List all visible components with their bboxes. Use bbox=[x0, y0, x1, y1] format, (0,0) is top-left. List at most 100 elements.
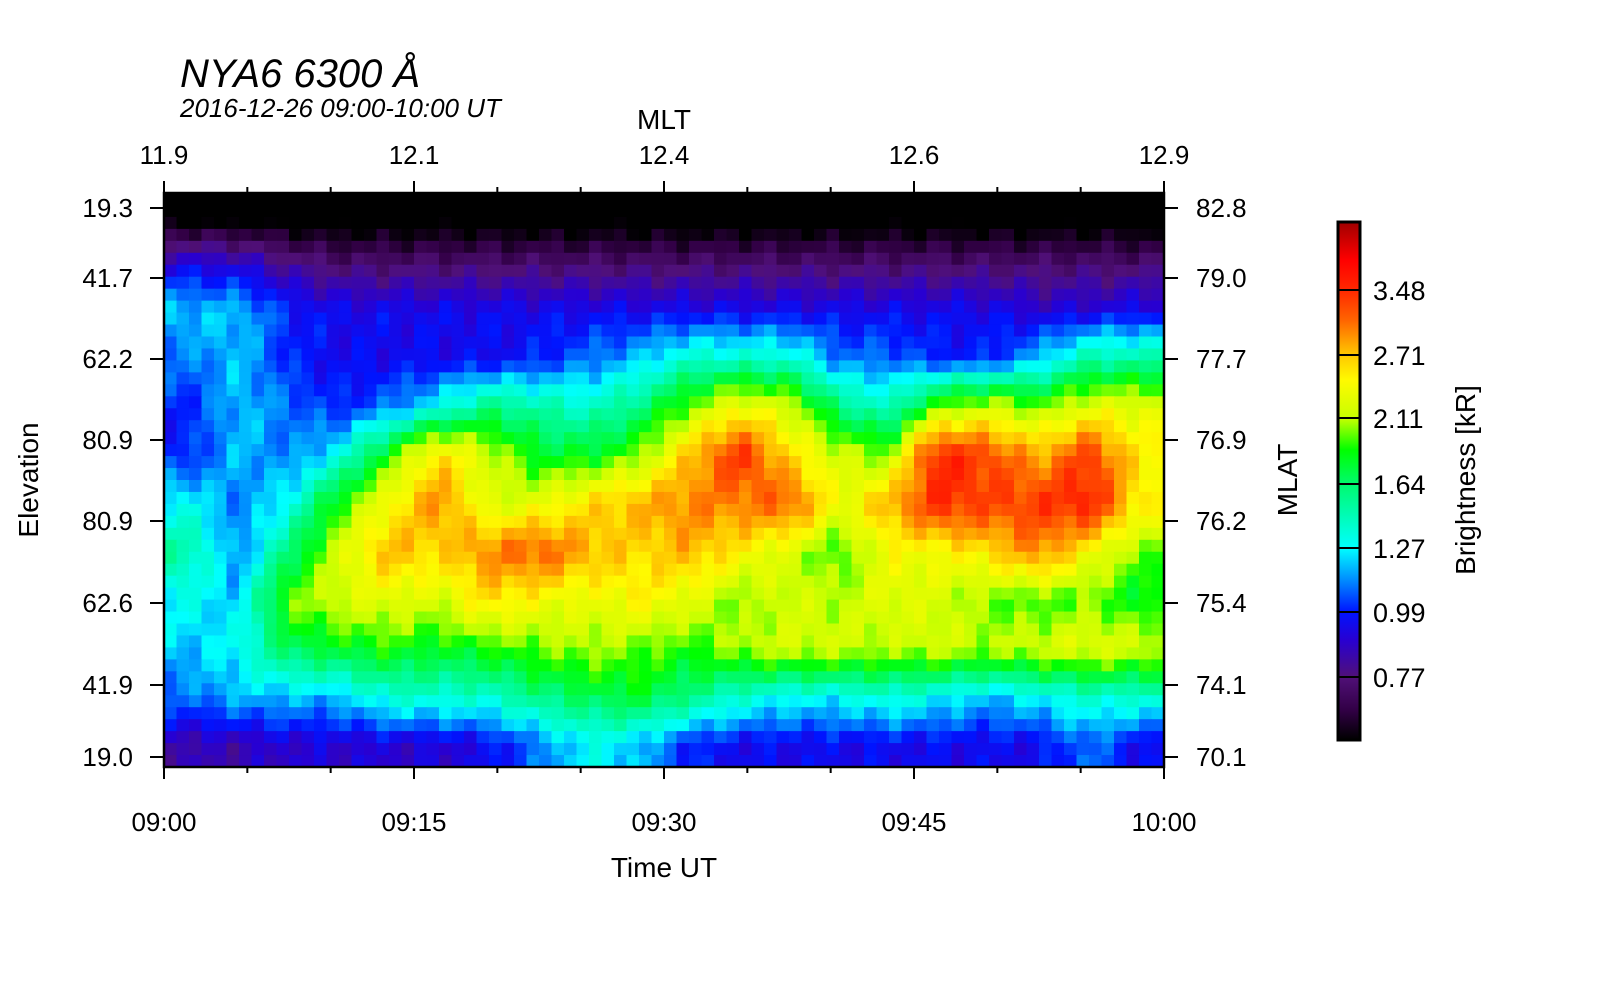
heatmap-cell bbox=[451, 587, 465, 601]
heatmap-cell bbox=[1014, 240, 1028, 254]
heatmap-cell bbox=[289, 671, 303, 684]
heatmap-cell bbox=[1051, 683, 1065, 696]
heatmap-cell bbox=[1014, 635, 1028, 649]
heatmap-cell bbox=[1139, 312, 1153, 326]
heatmap-cell bbox=[1051, 695, 1065, 708]
heatmap-cell bbox=[864, 575, 878, 589]
heatmap-cell bbox=[489, 420, 503, 433]
heatmap-cell bbox=[814, 408, 828, 421]
heatmap-cell bbox=[851, 396, 865, 409]
heatmap-cell bbox=[426, 647, 440, 660]
heatmap-cell bbox=[401, 611, 415, 625]
heatmap-cell bbox=[401, 276, 415, 290]
heatmap-cell bbox=[389, 384, 403, 397]
heatmap-cell bbox=[601, 611, 615, 625]
heatmap-cell bbox=[401, 587, 415, 601]
heatmap-cell bbox=[289, 503, 303, 517]
heatmap-cell bbox=[739, 563, 753, 577]
heatmap-cell bbox=[301, 276, 315, 290]
heatmap-cell bbox=[814, 193, 828, 206]
heatmap-cell bbox=[914, 575, 928, 589]
heatmap-cell bbox=[1026, 755, 1040, 768]
heatmap-cell bbox=[439, 623, 453, 637]
heatmap-cell bbox=[364, 659, 378, 672]
heatmap-cell bbox=[1114, 193, 1128, 206]
heatmap-cell bbox=[1039, 444, 1053, 457]
heatmap-cell bbox=[864, 288, 878, 302]
heatmap-cell bbox=[339, 671, 353, 684]
heatmap-cell bbox=[476, 348, 490, 362]
heatmap-cell bbox=[1139, 432, 1153, 445]
heatmap-cell bbox=[301, 623, 315, 637]
heatmap-cell bbox=[851, 312, 865, 326]
heatmap-cell bbox=[914, 216, 928, 230]
heatmap-cell bbox=[601, 635, 615, 649]
heatmap-cell bbox=[814, 731, 828, 744]
heatmap-cell bbox=[789, 456, 803, 469]
heatmap-cell bbox=[676, 288, 690, 302]
heatmap-cell bbox=[801, 575, 815, 589]
heatmap-cell bbox=[989, 276, 1003, 290]
heatmap-cell bbox=[189, 623, 203, 637]
heatmap-cell bbox=[1026, 503, 1040, 517]
heatmap-cell bbox=[276, 324, 290, 338]
heatmap-cell bbox=[189, 264, 203, 278]
heatmap-cell bbox=[939, 193, 953, 206]
heatmap-cell bbox=[639, 432, 653, 445]
heatmap-cell bbox=[464, 336, 478, 350]
heatmap-cell bbox=[339, 300, 353, 314]
heatmap-cell bbox=[1026, 384, 1040, 397]
heatmap-cell bbox=[901, 312, 915, 326]
heatmap-cell bbox=[626, 480, 640, 493]
heatmap-cell bbox=[1139, 647, 1153, 660]
heatmap-cell bbox=[851, 480, 865, 493]
heatmap-cell bbox=[601, 312, 615, 326]
heatmap-cell bbox=[214, 216, 228, 230]
heatmap-cell bbox=[501, 396, 515, 409]
heatmap-cell bbox=[976, 491, 990, 505]
heatmap-cell bbox=[901, 372, 915, 385]
heatmap-cell bbox=[1076, 491, 1090, 505]
heatmap-cell bbox=[189, 193, 203, 206]
heatmap-cell bbox=[226, 539, 240, 553]
heatmap-cell bbox=[164, 384, 178, 397]
heatmap-cell bbox=[976, 444, 990, 457]
heatmap-cell bbox=[701, 611, 715, 625]
heatmap-cell bbox=[501, 527, 515, 541]
heatmap-cell bbox=[789, 695, 803, 708]
heatmap-cell bbox=[1076, 372, 1090, 385]
heatmap-cell bbox=[839, 515, 853, 529]
heatmap-cell bbox=[1139, 372, 1153, 385]
heatmap-cell bbox=[351, 468, 365, 481]
heatmap-cell bbox=[701, 755, 715, 768]
heatmap-cell bbox=[764, 216, 778, 230]
heatmap-cell bbox=[476, 611, 490, 625]
heatmap-cell bbox=[914, 503, 928, 517]
heatmap-cell bbox=[589, 372, 603, 385]
heatmap-cell bbox=[264, 539, 278, 553]
heatmap-cell bbox=[276, 611, 290, 625]
heatmap-cell bbox=[276, 707, 290, 720]
heatmap-cell bbox=[576, 623, 590, 637]
heatmap-cell bbox=[739, 755, 753, 768]
heatmap-cell bbox=[576, 468, 590, 481]
heatmap-cell bbox=[1026, 659, 1040, 672]
heatmap-cell bbox=[876, 671, 890, 684]
heatmap-cell bbox=[764, 731, 778, 744]
heatmap-cell bbox=[1101, 503, 1115, 517]
heatmap-cell bbox=[464, 611, 478, 625]
heatmap-cell bbox=[414, 575, 428, 589]
heatmap-cell bbox=[789, 719, 803, 732]
heatmap-cell bbox=[1026, 252, 1040, 266]
heatmap-cell bbox=[614, 647, 628, 660]
heatmap-cell bbox=[339, 396, 353, 409]
heatmap-cell bbox=[714, 240, 728, 254]
heatmap-cell bbox=[364, 755, 378, 768]
heatmap-cell bbox=[901, 599, 915, 613]
heatmap-cell bbox=[864, 336, 878, 350]
heatmap-cell bbox=[589, 575, 603, 589]
heatmap-cell bbox=[814, 252, 828, 266]
heatmap-cell bbox=[564, 480, 578, 493]
heatmap-cell bbox=[951, 611, 965, 625]
heatmap-cell bbox=[214, 240, 228, 254]
